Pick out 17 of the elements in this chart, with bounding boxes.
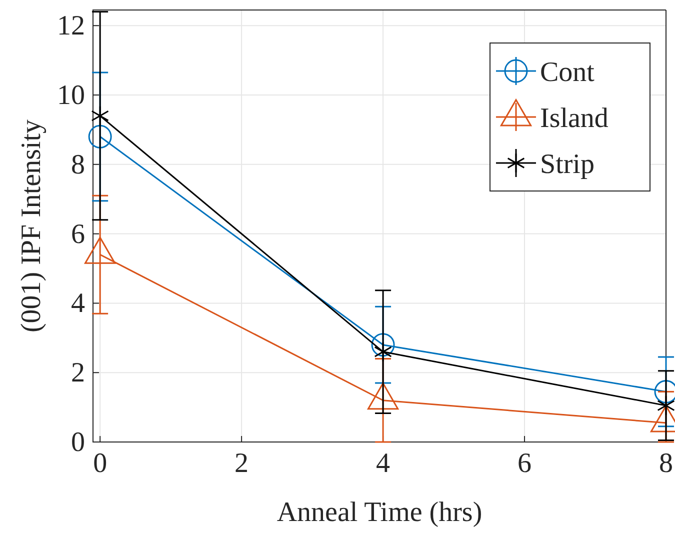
y-tick-label: 10 <box>57 80 85 111</box>
x-tick-label: 0 <box>93 448 108 479</box>
y-tick-label: 12 <box>57 10 85 42</box>
x-tick-label: 4 <box>376 448 390 479</box>
y-tick-label: 2 <box>71 358 85 389</box>
x-tick-label: 2 <box>234 448 249 479</box>
y-tick-label: 6 <box>71 218 85 250</box>
y-tick-label: 8 <box>71 149 85 180</box>
x-tick-label: 6 <box>518 448 532 479</box>
y-axis-title: (001) IPF Intensity <box>16 119 47 333</box>
legend-label: Strip <box>540 149 594 180</box>
y-tick-label: 0 <box>71 426 85 458</box>
legend-label: Cont <box>540 57 595 88</box>
y-tick-label: 4 <box>71 288 85 320</box>
x-axis-title: Anneal Time (hrs) <box>276 497 482 528</box>
legend-label: Island <box>540 103 608 134</box>
x-tick-label: 8 <box>659 448 673 479</box>
